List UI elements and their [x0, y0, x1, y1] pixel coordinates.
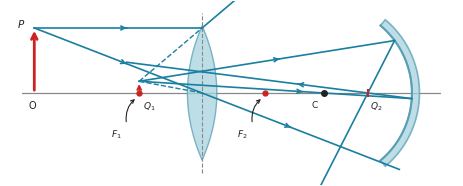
- Text: $F_1$: $F_1$: [111, 129, 121, 141]
- Text: $Q_1$: $Q_1$: [144, 101, 156, 113]
- Text: $Q_2$: $Q_2$: [370, 101, 382, 113]
- Text: C: C: [311, 101, 318, 110]
- Text: P: P: [18, 20, 24, 30]
- Polygon shape: [381, 20, 419, 166]
- Polygon shape: [188, 26, 217, 160]
- Text: O: O: [28, 101, 36, 110]
- Text: $F_2$: $F_2$: [237, 129, 247, 141]
